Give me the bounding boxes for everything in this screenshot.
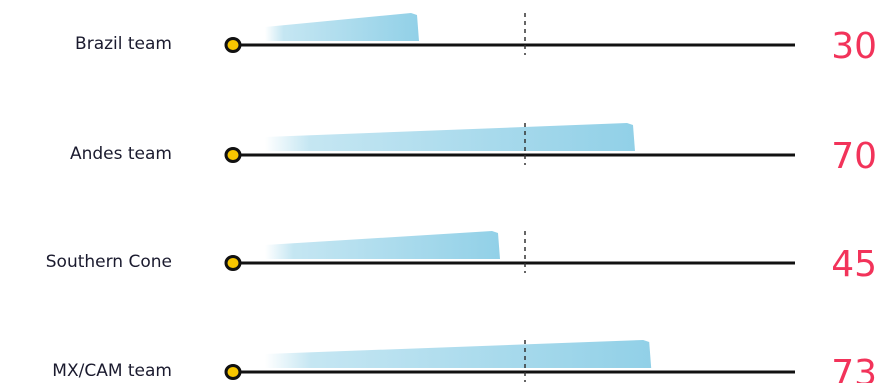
bar [265, 231, 500, 259]
value-label: 70 [831, 136, 877, 177]
category-label: MX/CAM team [52, 361, 172, 381]
chart: Brazil team 30 Andes team 70 Southern Cone 45… [0, 0, 880, 383]
start-dot [226, 39, 240, 52]
start-dot [226, 149, 240, 162]
category-label: Southern Cone [46, 252, 172, 272]
bar [265, 340, 651, 368]
value-label: 73 [831, 353, 877, 383]
page: {"chart_data": {"type": "bar", "categori… [0, 0, 880, 383]
start-dot [226, 257, 240, 270]
value-label: 30 [831, 26, 877, 67]
start-dot [226, 366, 240, 379]
bar [265, 123, 635, 151]
category-label: Brazil team [75, 34, 172, 54]
bar [265, 13, 419, 41]
value-label: 45 [831, 244, 877, 285]
category-label: Andes team [70, 144, 172, 164]
